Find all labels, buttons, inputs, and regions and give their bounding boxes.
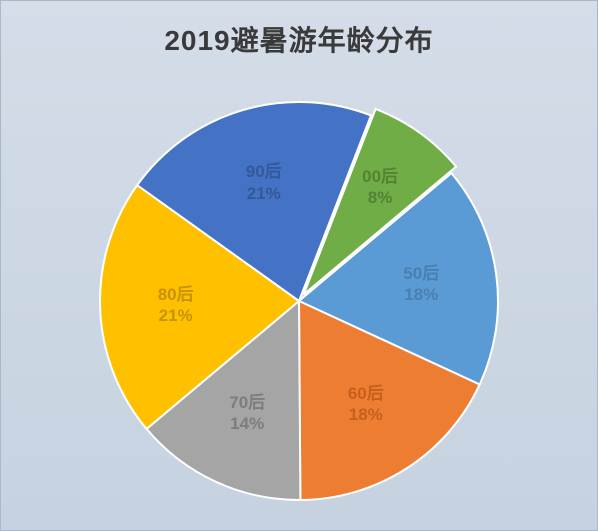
chart-title: 2019避暑游年龄分布 — [1, 19, 597, 59]
slice-percent: 18% — [403, 284, 439, 305]
slice-label-90后: 90后21% — [246, 161, 282, 204]
slice-name: 60后 — [348, 383, 384, 404]
slice-percent: 8% — [362, 187, 398, 208]
pie-svg — [94, 96, 504, 506]
slice-label-80后: 80后21% — [158, 284, 194, 327]
slice-percent: 21% — [158, 305, 194, 326]
slice-percent: 21% — [246, 183, 282, 204]
slice-label-00后: 00后8% — [362, 166, 398, 209]
pie-chart-container: 2019避暑游年龄分布 50后18%60后18%70后14%80后21%90后2… — [0, 0, 598, 531]
slice-name: 00后 — [362, 166, 398, 187]
slice-name: 80后 — [158, 284, 194, 305]
slice-name: 90后 — [246, 161, 282, 182]
slice-name: 70后 — [229, 392, 265, 413]
pie-chart: 50后18%60后18%70后14%80后21%90后21%00后8% — [94, 96, 504, 506]
slice-name: 50后 — [403, 263, 439, 284]
slice-percent: 18% — [348, 404, 384, 425]
slice-label-70后: 70后14% — [229, 392, 265, 435]
slice-percent: 14% — [229, 413, 265, 434]
slice-label-60后: 60后18% — [348, 383, 384, 426]
slice-label-50后: 50后18% — [403, 263, 439, 306]
